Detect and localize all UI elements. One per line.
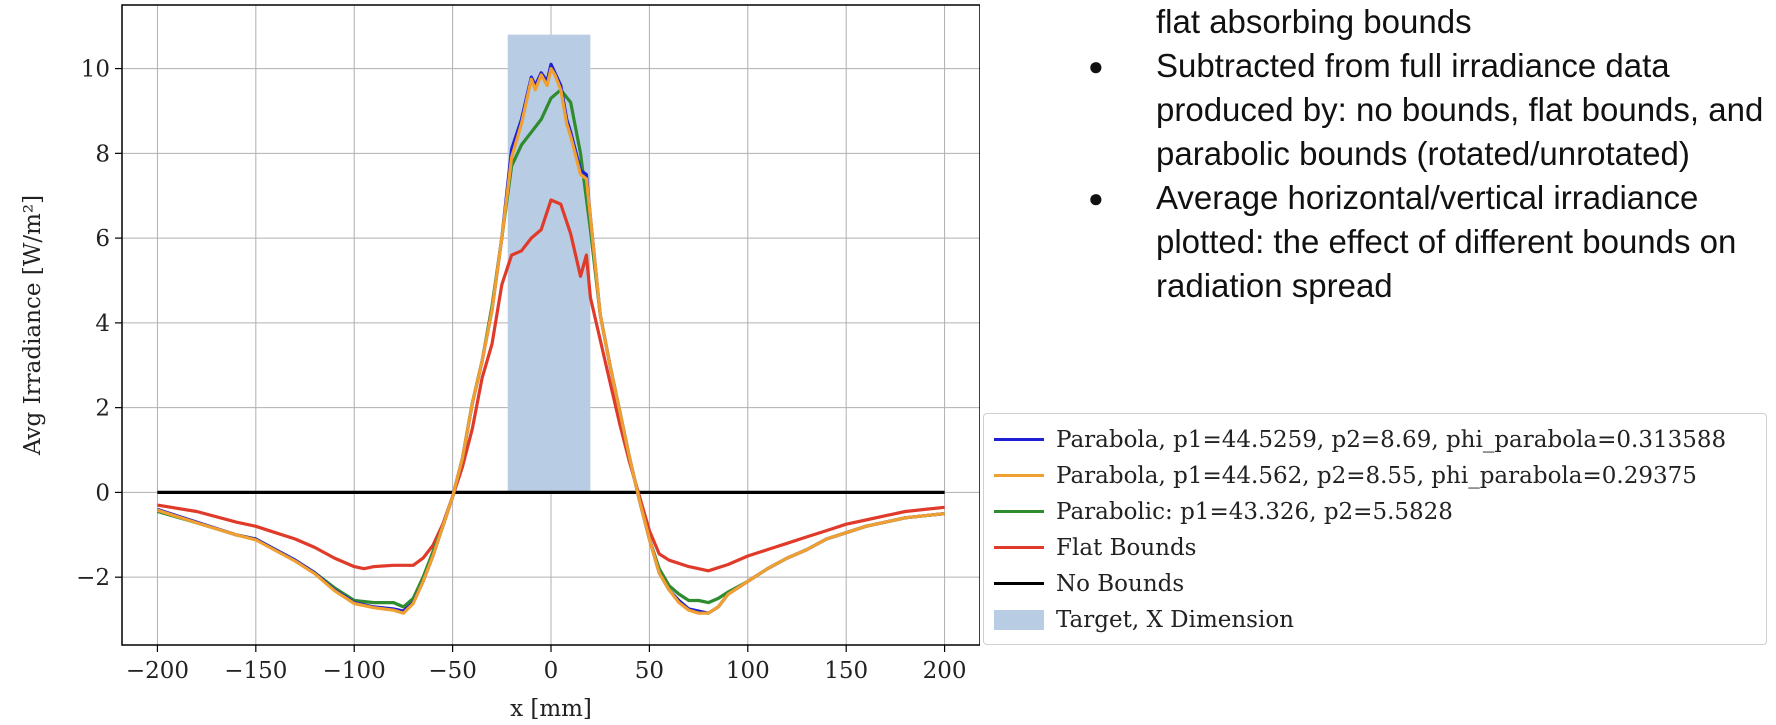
bullet-dot-icon: ● — [1088, 183, 1104, 213]
legend-swatch — [994, 610, 1044, 630]
x-tick-label: 50 — [635, 658, 664, 684]
y-axis-label: Avg Irradiance [W/m²] — [20, 195, 46, 456]
legend-swatch — [994, 474, 1044, 477]
y-tick-label: −2 — [76, 565, 110, 591]
x-tick-label: 150 — [824, 658, 868, 684]
legend-swatch — [994, 582, 1044, 585]
bullet-continuation: flat absorbing bounds — [1156, 3, 1472, 40]
x-tick-label: 0 — [544, 658, 559, 684]
legend-entry: Flat Bounds — [984, 530, 1766, 566]
bullet-list: ● Subtracted from full irradiance data pr… — [1070, 44, 1770, 308]
y-ticks: −2 0 2 4 6 8 10 — [76, 57, 122, 591]
series-lines — [156, 62, 945, 615]
x-tick-label: 100 — [726, 658, 770, 684]
x-tick-label: −50 — [428, 658, 477, 684]
x-tick-label: −150 — [224, 658, 287, 684]
y-tick-label: 4 — [95, 311, 110, 337]
legend-label: Target, X Dimension — [1056, 607, 1294, 633]
legend-entry: Parabola, p1=44.5259, p2=8.69, phi_parab… — [984, 422, 1766, 458]
legend-label: No Bounds — [1056, 571, 1185, 597]
x-tick-label: −100 — [323, 658, 386, 684]
y-tick-label: 8 — [95, 141, 110, 167]
bullet-text: Subtracted from full irradiance data pro… — [1156, 47, 1764, 172]
legend-label: Parabola, p1=44.562, p2=8.55, phi_parabo… — [1056, 463, 1697, 489]
legend-entry: Parabolic: p1=43.326, p2=5.5828 — [984, 494, 1766, 530]
series-line — [156, 66, 945, 615]
series-line — [157, 198, 945, 573]
legend-label: Flat Bounds — [1056, 535, 1197, 561]
bullet-item: ● Subtracted from full irradiance data pr… — [1070, 44, 1770, 176]
bullet-notes: flat absorbing bounds ● Subtracted from f… — [1070, 0, 1770, 308]
bullet-item: ● Average horizontal/vertical irradiance … — [1070, 176, 1770, 308]
y-tick-label: 6 — [95, 226, 110, 252]
legend: Parabola, p1=44.5259, p2=8.69, phi_parab… — [983, 413, 1767, 645]
legend-swatch — [994, 438, 1044, 441]
x-ticks: −200 −150 −100 −50 0 50 100 150 200 — [126, 645, 967, 684]
legend-entry: Target, X Dimension — [984, 602, 1766, 638]
x-tick-label: 200 — [923, 658, 967, 684]
y-tick-label: 0 — [95, 480, 110, 506]
legend-entry: Parabola, p1=44.562, p2=8.55, phi_parabo… — [984, 458, 1766, 494]
bullet-text: Average horizontal/vertical irradiance p… — [1156, 179, 1737, 304]
chart: −200 −150 −100 −50 0 50 100 150 200 −2 0 2 4 6 8 10 x … — [20, 4, 980, 722]
legend-label: Parabola, p1=44.5259, p2=8.69, phi_parab… — [1056, 427, 1727, 453]
legend-entry: No Bounds — [984, 566, 1766, 602]
x-tick-label: −200 — [126, 658, 189, 684]
legend-label: Parabolic: p1=43.326, p2=5.5828 — [1056, 499, 1453, 525]
x-axis-label: x [mm] — [510, 696, 592, 722]
y-tick-label: 10 — [81, 57, 110, 83]
legend-swatch — [994, 546, 1044, 549]
legend-swatch — [994, 510, 1044, 513]
y-tick-label: 2 — [95, 396, 110, 422]
bullet-dot-icon: ● — [1088, 51, 1104, 81]
